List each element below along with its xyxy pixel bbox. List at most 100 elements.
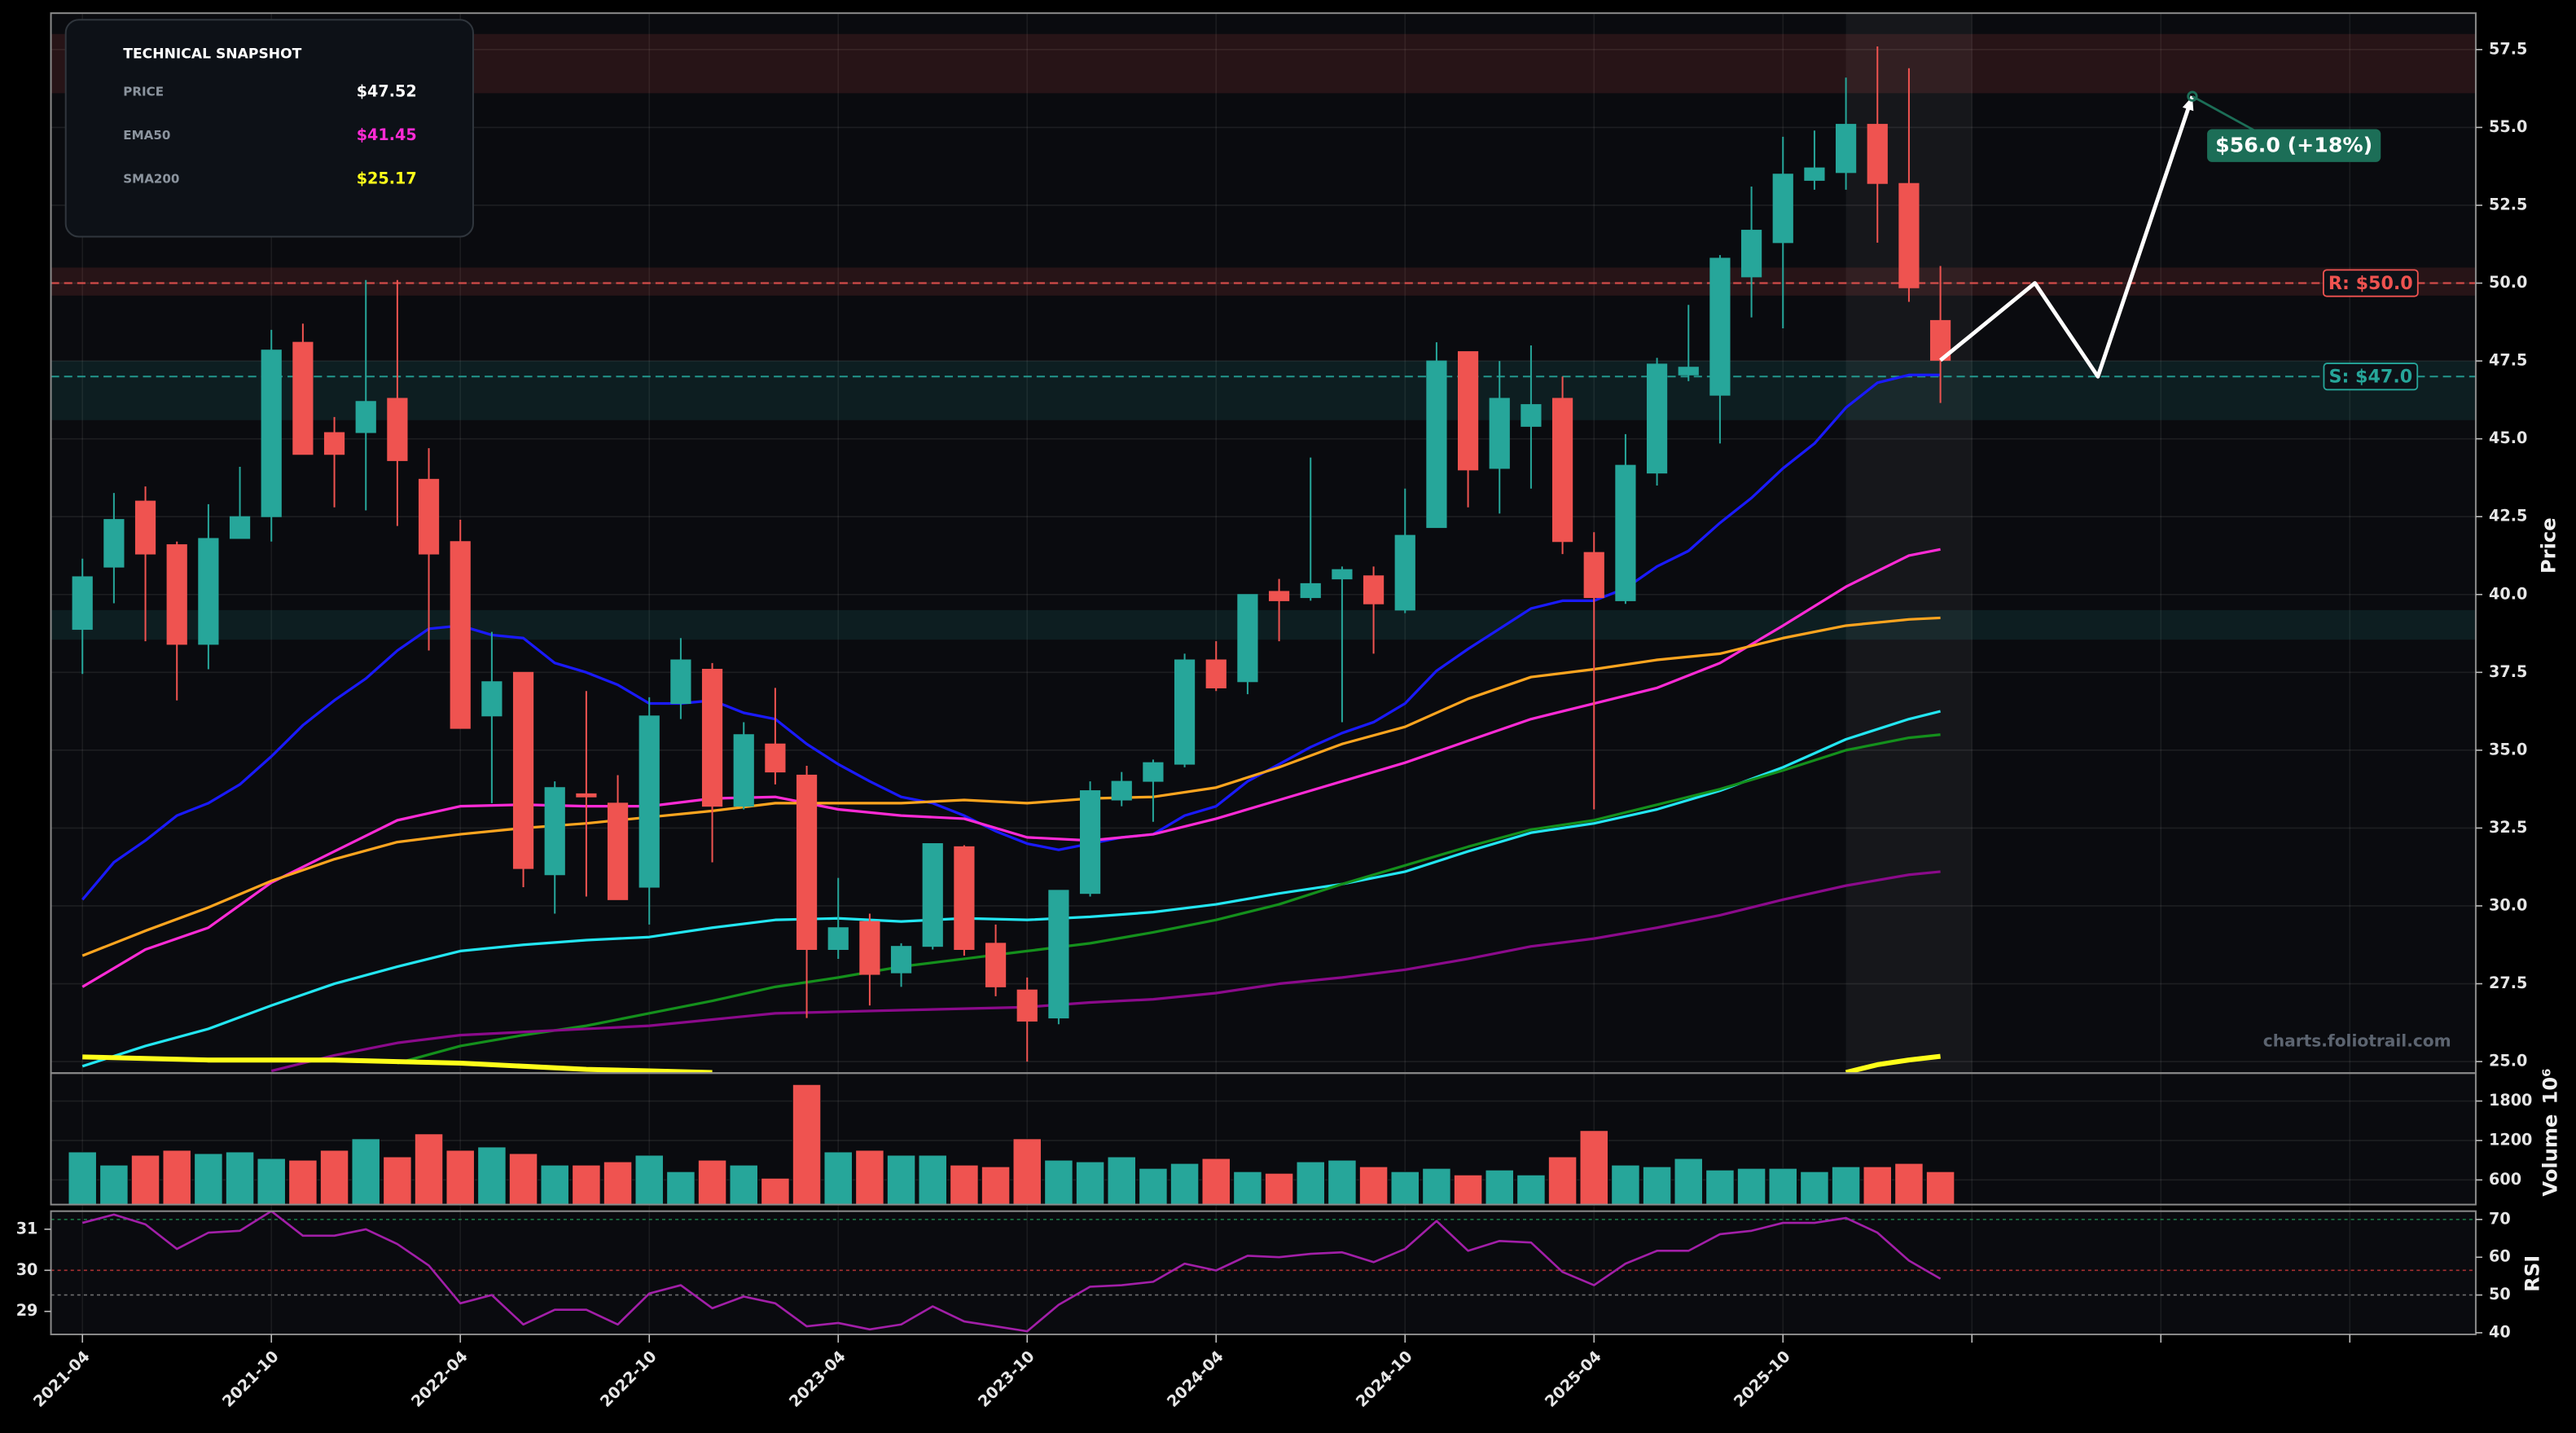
volume-bar: [823, 1151, 853, 1206]
snapshot-frame: [64, 19, 474, 238]
zone: [50, 361, 2476, 420]
average-line: [397, 733, 1941, 1065]
candle-body: [1268, 591, 1290, 601]
y-tick-label: 40: [2489, 1322, 2511, 1341]
axes: 25.0 27.5 30.0 32.5 35.0 37.5 40.0 42.5 45.0 47.5…: [16, 39, 2533, 1410]
volume-bar: [1359, 1166, 1389, 1206]
volume-bar: [226, 1151, 255, 1206]
y-tick-label: 27.5: [2489, 974, 2527, 992]
average-line: [270, 870, 1941, 1073]
volume-bar: [950, 1164, 979, 1206]
snapshot-value: $41.45: [357, 125, 417, 144]
y-tick-label: 47.5: [2489, 351, 2527, 370]
volume-bar: [68, 1151, 97, 1206]
volume-bar: [887, 1154, 916, 1206]
price-plot: [50, 13, 2476, 1074]
volume-bar: [257, 1158, 286, 1206]
volume-bar: [603, 1161, 633, 1206]
zone: [50, 609, 2476, 640]
candle-body: [1332, 569, 1353, 580]
y-tick-label: 55.0: [2489, 117, 2527, 136]
candle-body: [890, 946, 912, 974]
candle-body: [1521, 404, 1542, 427]
candle-body: [103, 519, 125, 568]
rsi-panel: [50, 1211, 2476, 1334]
snapshot-value: $25.17: [357, 169, 417, 187]
candle-body: [1111, 780, 1132, 801]
y-tick-label: 50.0: [2489, 273, 2527, 292]
candle-body: [859, 921, 880, 975]
volume-frame: [50, 1072, 2477, 1206]
y-tick-label: 30.0: [2489, 895, 2527, 914]
volume-bar: [320, 1149, 349, 1206]
rsi-line: [81, 1211, 1942, 1333]
candle-body: [1457, 351, 1479, 471]
y-tick-label: 70: [2489, 1209, 2511, 1228]
volume-bar: [540, 1164, 569, 1206]
volume-bar: [288, 1159, 318, 1206]
candle-body: [1583, 552, 1604, 599]
candle-body: [1709, 257, 1731, 396]
candle-body: [261, 349, 282, 517]
snapshot-value: $47.52: [357, 81, 417, 100]
average-line: [82, 1053, 1941, 1074]
y-tick-label: 52.5: [2489, 195, 2527, 213]
candle-body: [1867, 124, 1888, 184]
y-tick-label: 60: [2489, 1247, 2511, 1266]
volume-bar: [1485, 1169, 1514, 1206]
volume-bar: [572, 1164, 601, 1206]
candle-body: [1615, 464, 1636, 601]
y-tick-label: 1200: [2489, 1130, 2532, 1149]
candle-body: [1772, 174, 1793, 244]
candle-body: [765, 743, 786, 773]
projection-line: [1939, 95, 2195, 379]
candle-body: [1016, 989, 1038, 1022]
snapshot-label: SMA200: [123, 171, 179, 186]
candle-body: [1551, 398, 1573, 543]
candle-body: [1237, 594, 1258, 683]
candle-body: [292, 341, 314, 455]
volume-axis-label: Volume: [2539, 1114, 2562, 1197]
level-label: R: $50.0: [2328, 273, 2413, 294]
candle-body: [198, 538, 219, 645]
volume-bar: [477, 1146, 507, 1206]
snapshot-label: EMA50: [123, 128, 170, 143]
y-tick-label: 32.5: [2489, 818, 2527, 837]
candle-body: [72, 576, 93, 631]
candle-body: [1394, 534, 1415, 611]
volume-bar: [1832, 1166, 1861, 1206]
level-label-box: [2322, 269, 2419, 297]
volume-bar: [1107, 1156, 1136, 1206]
volume-bar: [351, 1138, 380, 1206]
candle-body: [1646, 363, 1668, 474]
candle-body: [1205, 659, 1227, 688]
volume-bar: [1705, 1169, 1735, 1206]
snapshot-box: TECHNICAL SNAPSHOT PRICE $47.52 EMA50 $41.4…: [64, 19, 474, 238]
volume-bar: [1800, 1171, 1829, 1206]
volume-bar: [1894, 1163, 1924, 1206]
target-label: $56.0 (+18%): [2215, 134, 2372, 157]
volume-bar: [162, 1149, 191, 1206]
y-tick-label: 40.0: [2489, 584, 2527, 603]
candle-body: [1079, 790, 1101, 895]
volume-bar: [1737, 1167, 1766, 1206]
volume-bar: [792, 1084, 822, 1206]
candle-body: [796, 774, 818, 950]
rsi-frame: [50, 1210, 2477, 1335]
candle-body: [1804, 167, 1825, 181]
volume-bar: [918, 1154, 947, 1206]
candle-body: [1048, 890, 1069, 1019]
candle-body: [1426, 360, 1447, 529]
candle-body: [1898, 182, 1920, 288]
y-tick-label: 42.5: [2489, 507, 2527, 525]
volume-bar: [1139, 1167, 1168, 1206]
candle-body: [954, 846, 975, 950]
volume-bar: [1170, 1163, 1200, 1206]
volume-bar: [1863, 1166, 1892, 1206]
snapshot-title: TECHNICAL SNAPSHOT: [123, 46, 301, 63]
grid: [50, 13, 2476, 1334]
candle-body: [701, 668, 723, 807]
